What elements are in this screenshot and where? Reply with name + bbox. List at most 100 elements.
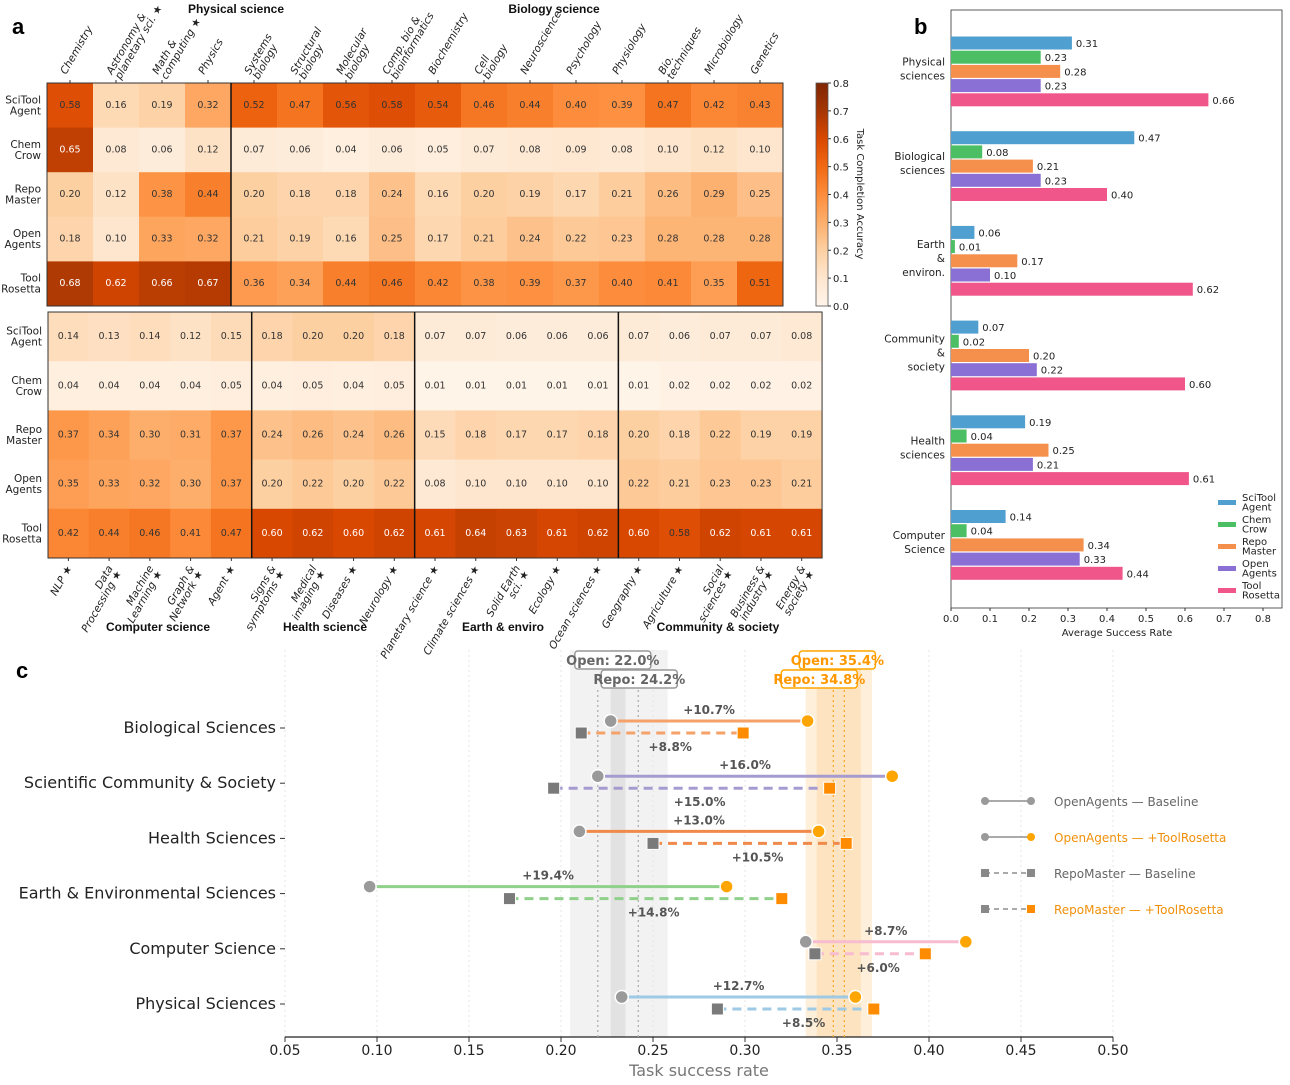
heatmap-cell bbox=[699, 410, 742, 461]
colorbar-tick-label: 0.7 bbox=[833, 107, 849, 118]
heatmap-cell-value: 0.02 bbox=[750, 380, 771, 391]
heatmap-cell-value: 0.06 bbox=[587, 331, 608, 342]
heatmap-cell bbox=[496, 459, 538, 510]
heatmap-cell bbox=[369, 216, 416, 262]
heatmap-cell bbox=[699, 312, 742, 362]
heatmap-cell bbox=[251, 508, 293, 559]
heatmap-cell bbox=[323, 216, 370, 262]
heatmap-cell bbox=[47, 127, 94, 173]
heatmap-cell bbox=[333, 410, 375, 461]
heatmap-cell-value: 0.61 bbox=[750, 528, 771, 539]
repomaster-gain-label: +14.8% bbox=[628, 906, 680, 920]
heatmap-cell-value: 0.04 bbox=[335, 144, 356, 155]
heatmap-cell bbox=[292, 410, 334, 461]
bar-value-label: 0.22 bbox=[1041, 366, 1063, 377]
heatmap-cell bbox=[414, 361, 456, 411]
openagents-gain-label: +8.7% bbox=[864, 924, 907, 938]
heatmap-cell bbox=[699, 508, 742, 559]
heatmap-cell bbox=[373, 410, 416, 461]
heatmap-cell bbox=[231, 172, 278, 218]
column-label: Cellbiology bbox=[472, 37, 511, 82]
heatmap-cell-value: 0.21 bbox=[611, 189, 632, 200]
heatmap-cell bbox=[369, 83, 416, 129]
row-label: Open Agents bbox=[5, 473, 42, 496]
heatmap-cell bbox=[577, 508, 619, 559]
x-tick-label: 0.30 bbox=[729, 1043, 760, 1059]
heatmap-cell bbox=[577, 410, 619, 461]
heatmap-cell-value: 0.40 bbox=[565, 100, 586, 111]
repomaster-baseline-marker bbox=[808, 947, 822, 961]
heatmap-cell-value: 0.07 bbox=[243, 144, 264, 155]
heatmap-cell bbox=[415, 127, 462, 173]
heatmap-cell bbox=[170, 508, 212, 559]
heatmap-cell bbox=[577, 312, 619, 362]
category-label: Earth & environ. bbox=[902, 239, 945, 279]
colorbar-tick-label: 0.3 bbox=[833, 218, 849, 229]
openagents-toolrosetta-marker bbox=[884, 768, 900, 784]
openagents-baseline-marker bbox=[362, 879, 377, 894]
column-label: Graph &Network ★ bbox=[158, 564, 205, 624]
legend-square-marker bbox=[1027, 905, 1035, 913]
heatmap-cell bbox=[781, 410, 823, 461]
heatmap-cell-value: 0.07 bbox=[750, 331, 771, 342]
row-label: Repo Master bbox=[5, 184, 42, 207]
repomaster-baseline-marker bbox=[646, 836, 660, 850]
heatmap-cell bbox=[323, 83, 370, 129]
heatmap-cell-value: 0.08 bbox=[105, 144, 126, 155]
bar-value-label: 0.66 bbox=[1212, 96, 1234, 107]
heatmap-cell bbox=[47, 216, 94, 262]
heatmap-cell bbox=[781, 312, 823, 362]
heatmap-cell-value: 0.47 bbox=[657, 100, 678, 111]
heatmap-cell-value: 0.37 bbox=[221, 430, 242, 441]
bar bbox=[951, 349, 1029, 362]
heatmap-cell-value: 0.06 bbox=[669, 331, 690, 342]
heatmap-cell-value: 0.01 bbox=[424, 380, 445, 391]
heatmap-cell-value: 0.46 bbox=[381, 278, 402, 289]
colorbar-tick-label: 0.5 bbox=[833, 163, 849, 174]
openagents-toolrosetta-marker bbox=[719, 879, 734, 894]
openagents-baseline-marker bbox=[590, 768, 606, 784]
heatmap-cell-value: 0.61 bbox=[547, 528, 568, 539]
legend-label: Tool Rosetta bbox=[1241, 581, 1280, 602]
heatmap-cell-value: 0.16 bbox=[105, 100, 126, 111]
legend-circle-marker bbox=[1027, 833, 1035, 841]
heatmap-cell bbox=[659, 410, 701, 461]
heatmap-cell-value: 0.19 bbox=[519, 189, 540, 200]
heatmap-cell bbox=[553, 216, 600, 262]
heatmap-cell bbox=[170, 410, 212, 461]
heatmap-cell bbox=[496, 361, 538, 411]
heatmap-cell bbox=[373, 361, 416, 411]
heatmap-cell bbox=[129, 410, 171, 461]
heatmap-cell bbox=[185, 216, 232, 262]
heatmap-cell-value: 0.35 bbox=[703, 278, 724, 289]
heatmap-cell-value: 0.56 bbox=[335, 100, 356, 111]
heatmap-cell bbox=[455, 459, 497, 510]
heatmap-cell-value: 0.10 bbox=[105, 234, 126, 245]
heatmap-cell bbox=[691, 216, 738, 262]
heatmap-cell bbox=[139, 83, 186, 129]
heatmap-cell bbox=[373, 459, 416, 510]
heatmap-cell bbox=[496, 312, 538, 362]
column-label: Diseases ★ bbox=[320, 564, 360, 622]
openagents-baseline-marker bbox=[572, 824, 587, 839]
heatmap-cell bbox=[48, 508, 90, 559]
heatmap-cell-value: 0.10 bbox=[749, 144, 770, 155]
heatmap-cell bbox=[740, 410, 782, 461]
heatmap-cell bbox=[599, 261, 646, 307]
heatmap-cell bbox=[369, 172, 416, 218]
heatmap-cell-value: 0.01 bbox=[465, 380, 486, 391]
column-label: Psychology bbox=[564, 19, 604, 77]
heatmap-cell-value: 0.12 bbox=[703, 144, 724, 155]
heatmap-cell-value: 0.21 bbox=[791, 479, 812, 490]
heatmap-cell-value: 0.12 bbox=[197, 144, 218, 155]
heatmap-cell-value: 0.07 bbox=[465, 331, 486, 342]
heatmap-cell-value: 0.19 bbox=[151, 100, 172, 111]
heatmap-cell-value: 0.34 bbox=[289, 278, 310, 289]
heatmap-cell bbox=[129, 312, 171, 362]
heatmap-cell bbox=[415, 261, 462, 307]
heatmap-cell bbox=[139, 216, 186, 262]
bar bbox=[951, 552, 1080, 566]
row-label: Biological Sciences bbox=[123, 718, 276, 737]
heatmap-cell-value: 0.62 bbox=[587, 528, 608, 539]
legend-label: RepoMaster — +ToolRosetta bbox=[1054, 903, 1224, 917]
